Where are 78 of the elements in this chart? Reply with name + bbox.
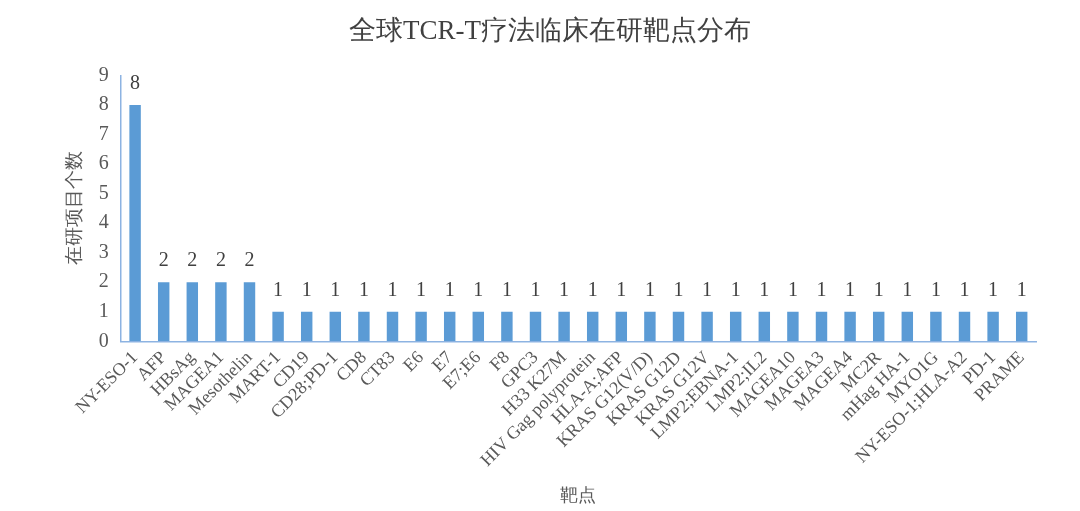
bar bbox=[844, 311, 856, 342]
bar bbox=[186, 282, 199, 342]
data-label: 2 bbox=[158, 248, 169, 271]
bar bbox=[243, 282, 256, 342]
bar bbox=[472, 311, 485, 342]
data-label: 1 bbox=[330, 277, 341, 300]
bar bbox=[558, 311, 570, 342]
chart-title: 全球TCR-T疗法临床在研靶点分布 bbox=[349, 15, 751, 46]
bar bbox=[415, 311, 427, 342]
data-label: 1 bbox=[845, 277, 856, 300]
data-label: 1 bbox=[416, 277, 427, 300]
data-label: 1 bbox=[702, 277, 713, 300]
bar bbox=[615, 311, 628, 342]
data-label: 1 bbox=[730, 277, 741, 300]
bar bbox=[443, 311, 456, 342]
data-label: 1 bbox=[473, 277, 484, 300]
bar bbox=[386, 311, 399, 342]
bar bbox=[129, 104, 141, 342]
data-label: 2 bbox=[215, 248, 226, 271]
y-tick-label: 0 bbox=[98, 328, 109, 351]
bar bbox=[987, 311, 999, 342]
x-axis-title: 靶点 bbox=[560, 484, 597, 505]
data-label: 1 bbox=[358, 277, 369, 300]
bar bbox=[157, 282, 170, 342]
y-tick-label: 2 bbox=[98, 269, 109, 292]
bar bbox=[872, 311, 885, 342]
bar bbox=[901, 311, 914, 342]
data-label: 1 bbox=[959, 277, 970, 300]
bar bbox=[529, 311, 542, 342]
data-label: 1 bbox=[902, 277, 913, 300]
y-tick-label: 3 bbox=[98, 239, 109, 262]
bar bbox=[586, 311, 599, 342]
data-label: 2 bbox=[187, 248, 198, 271]
data-label: 1 bbox=[501, 277, 512, 300]
data-label: 1 bbox=[387, 277, 398, 300]
y-tick-label: 9 bbox=[98, 62, 109, 85]
data-label: 1 bbox=[930, 277, 941, 300]
data-label: 1 bbox=[988, 277, 999, 300]
bar bbox=[358, 311, 370, 342]
data-label: 1 bbox=[530, 277, 541, 300]
data-label: 1 bbox=[1016, 277, 1027, 300]
data-label: 1 bbox=[673, 277, 684, 300]
bar bbox=[329, 311, 342, 342]
y-tick-label: 6 bbox=[98, 151, 109, 174]
data-label: 1 bbox=[816, 277, 827, 300]
bar bbox=[958, 311, 971, 342]
bar bbox=[729, 311, 742, 342]
y-axis-title: 在研项目个数 bbox=[63, 151, 85, 266]
y-tick-label: 4 bbox=[98, 210, 109, 233]
data-label: 8 bbox=[130, 71, 141, 94]
bar bbox=[701, 311, 713, 342]
bar bbox=[787, 311, 799, 342]
y-tick-label: 1 bbox=[98, 298, 109, 321]
data-label: 2 bbox=[244, 248, 255, 271]
data-label: 1 bbox=[759, 277, 770, 300]
data-label: 1 bbox=[587, 277, 598, 300]
data-label: 1 bbox=[873, 277, 884, 300]
data-label: 1 bbox=[444, 277, 455, 300]
y-tick-label: 7 bbox=[98, 121, 109, 144]
data-label: 1 bbox=[644, 277, 655, 300]
bar bbox=[644, 311, 656, 342]
data-label: 1 bbox=[616, 277, 627, 300]
bar bbox=[815, 311, 828, 342]
bar bbox=[501, 311, 513, 342]
x-tick-label: E6 bbox=[398, 346, 428, 376]
data-label: 1 bbox=[301, 277, 312, 300]
bar bbox=[930, 311, 942, 342]
y-tick-label: 8 bbox=[98, 92, 109, 115]
bar bbox=[758, 311, 771, 342]
y-tick-label: 5 bbox=[98, 180, 109, 203]
data-label: 1 bbox=[273, 277, 284, 300]
bar bbox=[672, 311, 685, 342]
bar bbox=[300, 311, 313, 342]
data-label: 1 bbox=[559, 277, 570, 300]
bar bbox=[272, 311, 284, 342]
bar bbox=[1015, 311, 1028, 342]
data-label: 1 bbox=[787, 277, 798, 300]
bar bbox=[215, 282, 227, 342]
